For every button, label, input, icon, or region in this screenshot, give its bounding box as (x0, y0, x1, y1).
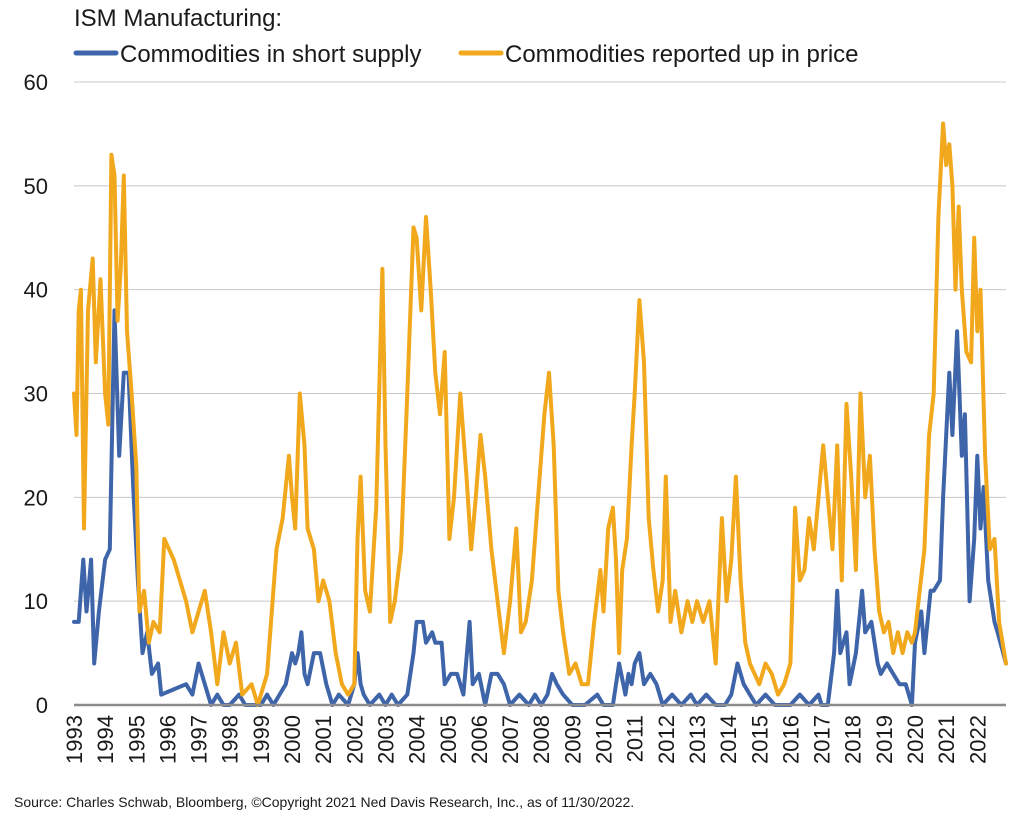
x-tick-label: 1999 (249, 715, 274, 764)
chart-title: ISM Manufacturing: (74, 5, 282, 32)
x-tick-label: 2019 (872, 715, 897, 764)
y-tick-label: 30 (24, 382, 48, 407)
y-tick-label: 50 (24, 174, 48, 199)
x-tick-label: 1998 (218, 715, 243, 764)
x-tick-label: 2008 (529, 715, 554, 764)
series-lines (72, 121, 1008, 707)
x-tick-label: 2006 (467, 715, 492, 764)
series-line-up-in-price (72, 121, 1008, 707)
y-tick-label: 0 (36, 693, 48, 718)
series-line-short-supply (72, 308, 1008, 707)
legend-label-up-in-price: Commodities reported up in price (505, 41, 859, 68)
x-tick-label: 2016 (778, 715, 803, 764)
x-tick-label: 2005 (436, 715, 461, 764)
legend-item-up-in-price: Commodities reported up in price (458, 41, 859, 68)
y-tick-label: 40 (24, 278, 48, 303)
x-tick-label: 2011 (623, 715, 648, 762)
x-tick-label: 1996 (155, 715, 180, 764)
x-tick-label: 2001 (311, 715, 336, 764)
x-tick-label: 2000 (280, 715, 305, 764)
x-tick-label: 2018 (841, 715, 866, 764)
x-tick-label: 2015 (747, 715, 772, 764)
source-note: Source: Charles Schwab, Bloomberg, ©Copy… (14, 794, 634, 810)
y-axis: 0 10 20 30 40 50 60 (24, 70, 48, 718)
legend: Commodities in short supply Commodities … (73, 41, 859, 68)
x-tick-label: 2002 (342, 715, 367, 764)
legend-item-short-supply: Commodities in short supply (73, 41, 421, 68)
x-tick-label: 2014 (716, 715, 741, 764)
x-tick-label: 2020 (903, 715, 928, 764)
x-tick-label: 1993 (62, 715, 87, 764)
legend-label-short-supply: Commodities in short supply (120, 41, 421, 68)
x-tick-label: 2007 (498, 715, 523, 764)
x-tick-label: 2012 (654, 715, 679, 764)
y-tick-label: 20 (24, 485, 48, 510)
x-tick-label: 2010 (592, 715, 617, 764)
gridlines (74, 81, 1006, 602)
x-tick-label: 1997 (187, 715, 212, 764)
x-tick-label: 1995 (124, 715, 149, 764)
x-tick-label: 2004 (405, 715, 430, 764)
x-axis: 1993 1994 1995 1996 1997 1998 1999 2000 2001 2002… (62, 715, 990, 764)
x-tick-label: 2009 (560, 715, 585, 764)
x-tick-label: 1994 (93, 715, 118, 764)
x-tick-label: 2013 (685, 715, 710, 764)
y-tick-label: 10 (24, 589, 48, 614)
x-tick-label: 2021 (934, 715, 959, 764)
x-tick-label: 2017 (810, 715, 835, 764)
x-tick-label: 2003 (373, 715, 398, 764)
x-tick-label: 2022 (965, 715, 990, 764)
y-tick-label: 60 (24, 70, 48, 95)
